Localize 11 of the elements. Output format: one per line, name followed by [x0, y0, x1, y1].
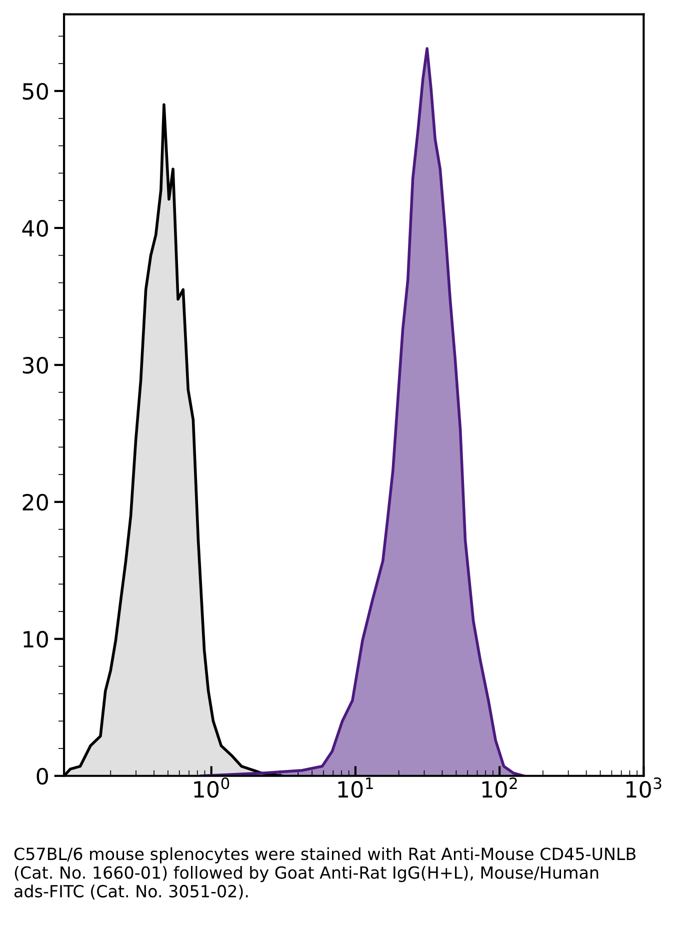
text: C57BL/6 mouse splenocytes were stained with Rat Anti-Mouse CD45-UNLB (Cat. No. 1660-01) followed by Goat Anti-Rat IgG(H+L), Mouse/Human ads-FITC (Cat. No. 3051-02). [14, 847, 636, 900]
y-tick-label: 20 [22, 494, 48, 511]
x-tick-label: 10$^{2}$ [482, 777, 517, 798]
y-tick-label: 40 [22, 220, 48, 237]
y-tick-label: 50 [22, 82, 48, 100]
y-tick-label: 10 [24, 630, 48, 648]
x-tick-label: 10$^{0}$ [194, 777, 230, 798]
y-tick-label: 0 [36, 768, 48, 785]
x-tick-label: 10$^{3}$ [626, 777, 662, 798]
x-tick-label: 10$^{1}$ [338, 778, 373, 798]
y-tick-label: 30 [22, 356, 48, 374]
